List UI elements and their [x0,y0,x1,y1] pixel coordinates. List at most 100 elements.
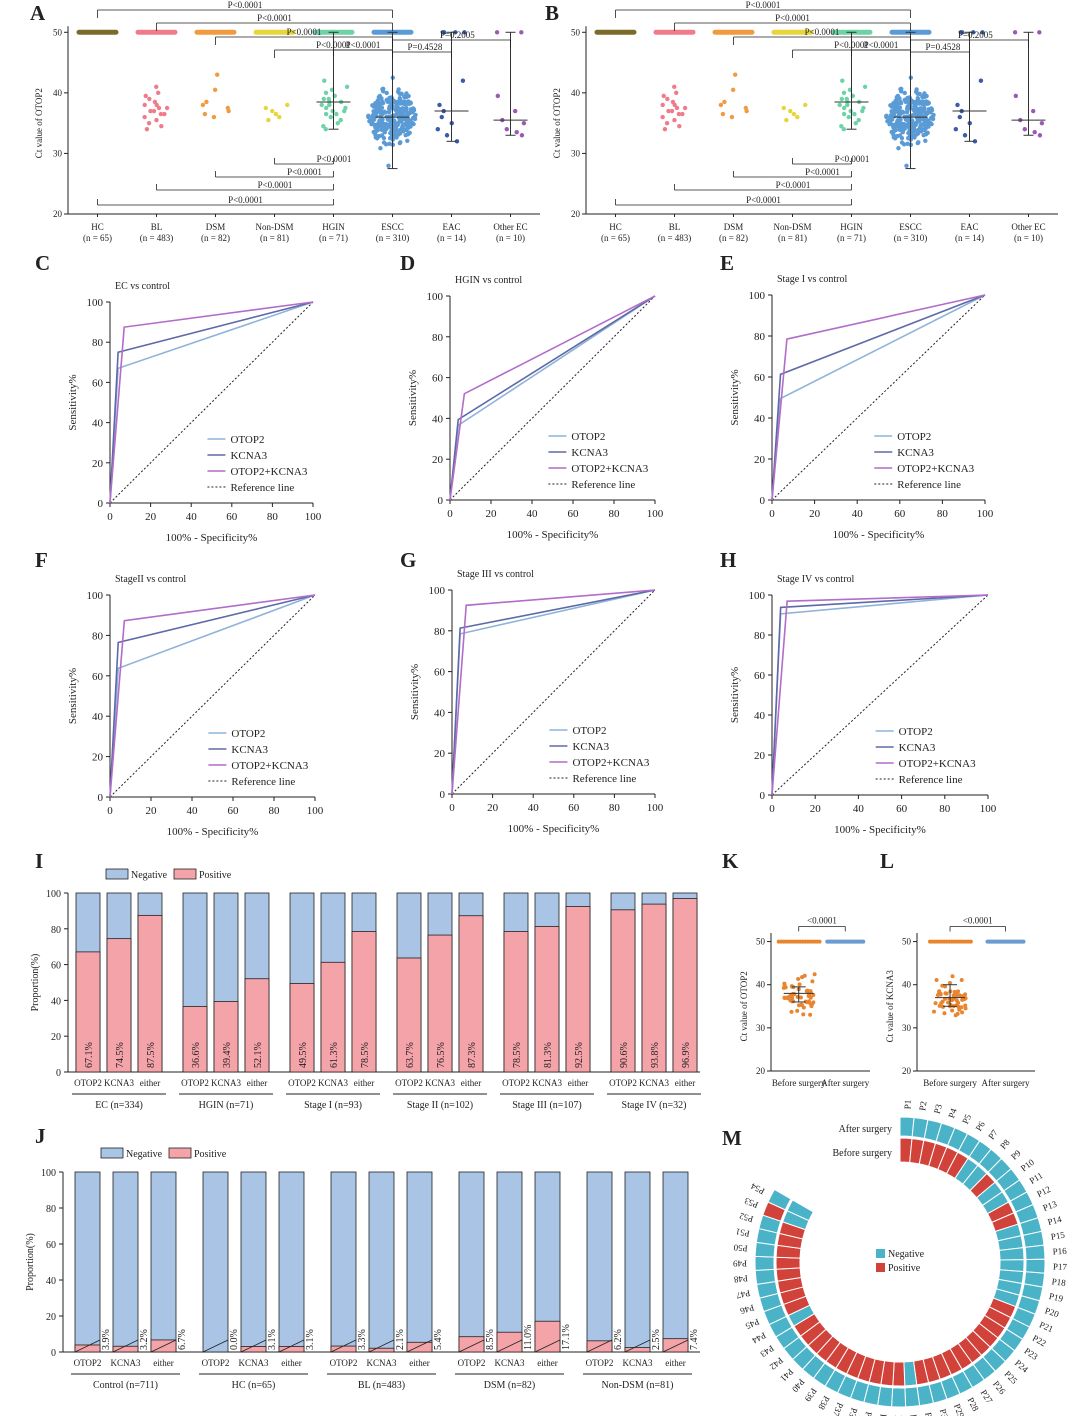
data-point [200,102,206,108]
data-point [955,1011,960,1016]
x-tick-label: KCNA3 [211,1078,242,1088]
y-tick-label: 0 [98,792,104,804]
data-point [402,106,407,112]
y-tick-label: 50 [571,27,581,37]
x-tick-label: EAC [443,222,461,232]
bar-hatch [74,1339,101,1353]
data-point [154,117,159,123]
x-tick-label: 60 [568,508,580,520]
x-axis-label: 100% - Specificity% [507,529,599,541]
data-point [204,99,209,105]
x-tick-label: HC [609,222,622,232]
sig-label: P<0.0001 [776,180,811,190]
panel-letter-e: E [720,251,734,275]
data-point [896,113,901,119]
x-tick-label: 60 [228,805,240,817]
data-point [960,1010,965,1015]
data-point [939,1001,944,1006]
y-tick-label: 80 [754,630,766,642]
y-tick-label: 20 [92,752,104,764]
legend-label: OTOP2 [572,725,606,737]
y-tick-label: 0 [440,789,446,801]
data-point [978,78,984,83]
legend-label: KCNA3 [899,742,936,754]
x-tick-label: 20 [145,511,157,523]
data-point [202,111,208,117]
patient-label: P13 [1042,1199,1059,1213]
data-point [718,102,724,108]
data-point [151,108,157,114]
data-point [795,114,800,120]
x-tick-label: either [354,1078,375,1088]
y-tick-label: 80 [46,1204,56,1215]
data-point [377,96,383,101]
bar-hatch [496,1339,523,1353]
data-point [972,139,978,144]
data-point [372,122,378,128]
legend-swatch-positive [173,868,197,880]
data-point [791,991,796,996]
data-point [1012,30,1018,35]
data-point [374,106,380,111]
x-tick-label: 40 [187,805,199,817]
patient-label: P22 [1031,1333,1048,1349]
data-point [896,107,901,112]
data-cluster-50 [825,939,866,944]
data-point [720,111,726,117]
data-point [682,105,688,111]
y-tick-label: 40 [46,1276,56,1287]
data-point [837,102,842,108]
data-point [672,102,677,108]
data-point [840,78,845,83]
x-axis-label: 100% - Specificity% [166,532,258,544]
bar-positive [641,903,667,1073]
y-tick-label: 40 [432,413,444,425]
data-point [912,112,917,117]
bar-positive [278,1346,305,1353]
group-label: DSM (n=82) [484,1380,535,1391]
bar-hatch [330,1339,357,1353]
data-point [907,118,912,124]
data-point [808,1012,813,1017]
patient-label: P12 [1035,1184,1052,1199]
data-point [323,127,328,132]
data-point [915,95,921,101]
data-point [266,117,271,123]
heatmap-cell-after [899,1116,915,1138]
y-tick-label: 50 [53,27,63,37]
y-tick-label: 80 [432,332,444,344]
legend-label: Reference line [231,776,295,788]
bar-value-label: 61.3% [329,1042,340,1068]
sig-label: <0.0001 [807,915,837,925]
data-point [923,131,929,137]
data-point [795,1008,800,1013]
data-point [839,96,845,102]
x-tick-label: 0 [107,511,113,523]
patient-label: P52 [738,1211,754,1224]
bar-negative [74,1171,101,1353]
x-tick-label: 0 [447,508,453,520]
data-point [660,102,665,108]
data-point [935,993,940,998]
heatmap-cell-after [904,1386,921,1408]
reference-line [771,294,986,501]
x-tick-label: 80 [937,508,949,520]
x-tick-label: either [153,1358,174,1368]
y-tick-label: 100 [87,590,104,602]
data-point [371,104,376,109]
y-tick-label: 60 [434,667,446,679]
data-point [841,105,847,111]
group-label: BL (n=483) [358,1380,405,1391]
legend-label: OTOP2 [571,431,605,443]
data-point [334,111,339,117]
sig-label: P<0.0001 [317,154,352,164]
x-tick-label: OTOP2 [74,1358,102,1368]
heatmap-cell-after [767,1188,792,1211]
x-tick-label: 80 [609,802,621,814]
x-tick-n: (n = 71) [319,233,348,243]
data-point [407,121,413,126]
scatter-panel-l: 20 30 40 50 Ct value of KCNA3 Before surgery A… [885,915,1035,1088]
sig-label: P<0.0001 [228,195,263,205]
panel-letter-c: C [35,251,50,275]
